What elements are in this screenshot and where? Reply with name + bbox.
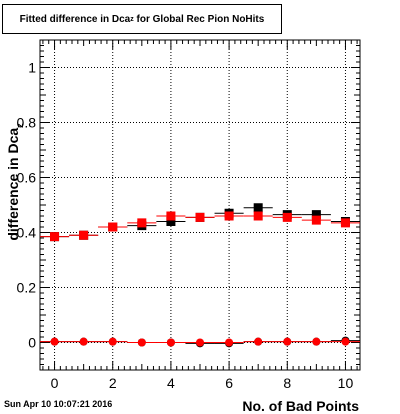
series-1-point [50,232,60,242]
series-3-point [108,337,117,346]
series-3-point [50,337,59,346]
chart-title-sub: z [130,15,134,23]
timestamp: Sun Apr 10 10:07:21 2016 [4,399,113,409]
x-tick-label: 6 [225,375,233,391]
series-1-point [79,230,89,240]
y-tick-label: 0.2 [17,280,37,296]
series-0-point [253,203,263,213]
series-1-point [224,211,234,221]
series-3-point [254,337,263,346]
series-3-point [137,338,146,347]
chart-title-rest: for Global Rec Pion NoHits [133,13,265,25]
series-3-point [341,337,350,346]
series-1-point [282,212,292,222]
chart-title: Fitted difference in Dca z for Global Rec… [2,4,282,34]
series-3-point [196,338,204,347]
x-axis-label: No. of Bad Points [242,398,359,414]
series-1-point [166,211,176,221]
series-3-point [225,338,234,347]
chart-title-main: Fitted difference in Dca [19,13,131,25]
x-tick-label: 10 [338,375,354,391]
y-tick-label: 0.8 [17,115,37,131]
series-0-point [166,217,176,226]
y-tick-label: 1 [28,60,36,76]
series-1-point [195,212,205,222]
x-tick-label: 8 [283,375,291,391]
series-1-point [108,222,118,232]
series-3-point [312,337,321,346]
x-tick-label: 2 [109,375,117,391]
series-1-point [311,215,321,225]
series-3-point [166,338,175,347]
y-tick-label: 0.6 [17,170,37,186]
series-1-point [340,218,350,228]
series-3-point [79,337,88,346]
x-tick-label: 4 [167,375,175,391]
series-1-point [137,218,147,228]
y-tick-label: 0.4 [17,225,37,241]
y-tick-label: 0 [28,335,36,351]
series-1-point [253,211,263,221]
y-axis-label-sub: z [15,123,25,128]
series-3-point [283,337,292,346]
plot-frame [39,39,361,371]
y-axis-label: difference in Dcaz [5,123,25,241]
x-tick-label: 0 [51,375,59,391]
series-0-point [311,210,321,220]
